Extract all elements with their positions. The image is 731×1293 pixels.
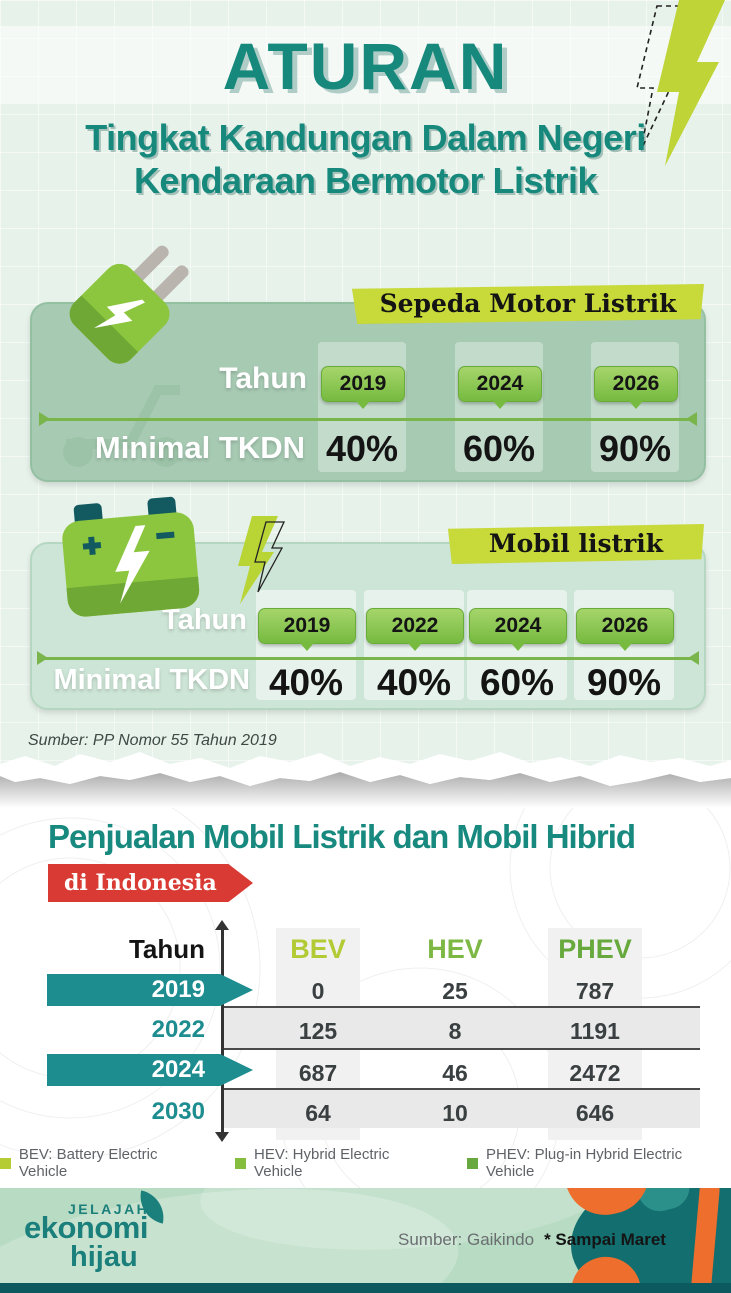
sales-source: Sumber: Gaikindo	[398, 1230, 535, 1249]
phev-header: PHEV	[558, 934, 632, 964]
year-label: 2030	[151, 1098, 205, 1125]
tkdn-value: 40%	[325, 428, 399, 469]
car-tkdn-card: Tahun 2019 2022 2024 2026 Minimal TKDN 4…	[30, 542, 706, 710]
hev-swatch	[235, 1157, 247, 1169]
table-year-header: Tahun	[128, 934, 205, 964]
year-badge: 2024	[458, 366, 542, 409]
table-cell: 125	[298, 1018, 338, 1044]
year-badge: 2026	[594, 366, 678, 409]
tkdn-value: 90%	[598, 428, 672, 469]
tkdn-row-label: Minimal TKDN	[53, 664, 250, 696]
sales-table: Tahun BEV HEV PHEV 2019 0 25 787 2022 12…	[0, 920, 731, 1160]
lightning-bolt-icon	[635, 0, 725, 166]
bev-header: BEV	[290, 934, 346, 964]
page-subtitle: Tingkat Kandungan Dalam Negeri Kendaraan…	[0, 116, 731, 202]
subtitle-line-2: Kendaraan Bermotor Listrik	[133, 160, 598, 202]
year-badge: 2019	[258, 608, 356, 651]
legend-item-phev: PHEV: Plug-in Hybrid Electric Vehicle	[467, 1146, 731, 1180]
sales-source-row: Sumber: Gaikindo * Sampai Maret	[398, 1230, 666, 1250]
table-cell: 8	[448, 1018, 462, 1044]
year-badge: 2022	[366, 608, 464, 651]
phev-swatch	[467, 1157, 478, 1169]
sales-title: Penjualan Mobil Listrik dan Mobil Hibrid	[48, 818, 636, 855]
row-divider	[222, 1088, 700, 1090]
table-cell: 2472	[569, 1060, 621, 1086]
axis-arrow-down-icon	[215, 1132, 229, 1142]
year-badge: 2024	[469, 608, 567, 651]
legend-item-hev: HEV: Hybrid Electric Vehicle	[235, 1146, 439, 1180]
legend-item-bev: BEV: Battery Electric Vehicle	[0, 1146, 207, 1180]
year-row-label: Tahun	[162, 604, 247, 636]
row-divider	[222, 1006, 700, 1008]
title-band	[0, 26, 731, 104]
table-cell: 1191	[570, 1018, 620, 1044]
brand-ekonomi: ekonomi	[24, 1210, 148, 1245]
brand-jelajah: JELAJAH	[68, 1201, 150, 1217]
regulation-source-note: Sumber: PP Nomor 55 Tahun 2019	[28, 732, 277, 749]
row-band-2030	[222, 1090, 700, 1128]
tkdn-value: 40%	[376, 662, 452, 703]
bottom-strip	[0, 1283, 731, 1293]
table-cell: 687	[298, 1060, 338, 1086]
table-cell: 0	[311, 978, 325, 1004]
scooter-silhouette	[63, 385, 181, 467]
tkdn-value: 40%	[268, 662, 344, 703]
row-divider	[222, 1048, 700, 1050]
table-cell: 10	[442, 1100, 468, 1126]
row-band-2022	[222, 1008, 700, 1048]
footer: JELAJAH ekonomi hijau Sumber: Gaikindo *…	[0, 1188, 731, 1283]
axis-line	[221, 930, 224, 1132]
tkdn-value: 60%	[479, 662, 555, 703]
sales-note: * Sampai Maret	[544, 1230, 666, 1249]
subtitle-line-1: Tingkat Kandungan Dalam Negeri	[85, 117, 646, 158]
page-title: ATURAN	[222, 29, 509, 103]
car-card-ribbon: Mobil listrik	[448, 524, 704, 564]
table-cell: 646	[575, 1100, 615, 1126]
small-lightning-icon	[238, 516, 286, 604]
bev-swatch	[0, 1157, 11, 1169]
table-cell: 787	[575, 978, 615, 1004]
table-cell: 64	[305, 1100, 331, 1126]
table-cell: 46	[442, 1060, 468, 1086]
brand-hijau: hijau	[70, 1241, 138, 1273]
timeline-line	[37, 651, 699, 665]
axis-arrow-up-icon	[215, 920, 229, 930]
sales-section: Penjualan Mobil Listrik dan Mobil Hibrid…	[0, 778, 731, 1188]
battery-icon	[62, 496, 200, 617]
legend-label: PHEV: Plug-in Hybrid Electric Vehicle	[485, 1146, 683, 1180]
year-label: 2022	[151, 1016, 205, 1043]
year-banner: 2024	[47, 1054, 253, 1086]
tkdn-row-label: Minimal TKDN	[94, 430, 305, 465]
tkdn-value: 60%	[462, 428, 536, 469]
year-badge: 2026	[576, 608, 674, 651]
tkdn-rules-section: ATURAN Tingkat Kandungan Dalam Negeri Ke…	[0, 0, 731, 778]
motorcycle-card-ribbon: Sepeda Motor Listrik	[352, 284, 704, 324]
year-banner: 2019	[47, 974, 253, 1006]
legend-label: HEV: Hybrid Electric Vehicle	[254, 1146, 390, 1180]
legend-label: BEV: Battery Electric Vehicle	[18, 1146, 158, 1180]
timeline-line	[39, 412, 697, 426]
location-badge: di Indonesia	[48, 864, 253, 902]
torn-paper-edge	[0, 752, 731, 808]
plug-icon	[69, 245, 189, 364]
year-row-label: Tahun	[219, 362, 307, 395]
legend: BEV: Battery Electric Vehicle HEV: Hybri…	[0, 1146, 731, 1180]
hev-header: HEV	[427, 934, 483, 964]
table-cell: 25	[442, 978, 468, 1004]
tkdn-value: 90%	[586, 662, 662, 703]
year-badge: 2019	[321, 366, 405, 409]
